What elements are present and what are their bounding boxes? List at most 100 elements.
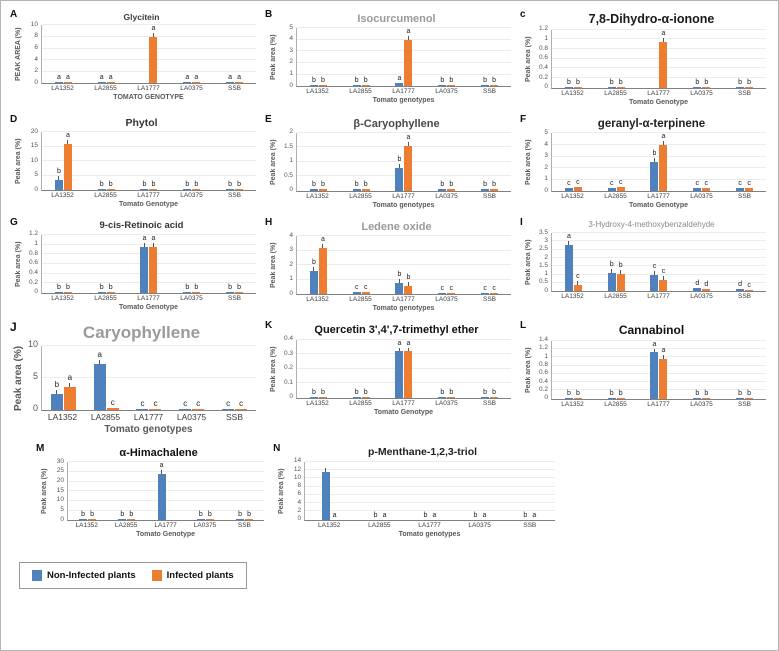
y-tick-label: 1 bbox=[34, 240, 38, 247]
significance-letter: b bbox=[65, 283, 70, 291]
bar-noninfected bbox=[352, 292, 361, 295]
y-tick-label: 3 bbox=[289, 46, 293, 54]
gridline bbox=[305, 469, 555, 471]
y-tick-label: 0 bbox=[32, 403, 38, 414]
y-tick-label: 0.8 bbox=[538, 361, 548, 369]
bar-infected bbox=[88, 519, 97, 521]
panel-letter: A bbox=[10, 9, 18, 20]
y-tick-label: 4 bbox=[297, 498, 302, 506]
bar-group: a bbox=[128, 25, 171, 84]
y-tick-label: 4 bbox=[544, 140, 548, 148]
y-tick-label: 2 bbox=[34, 67, 38, 75]
bar-noninfected bbox=[438, 396, 447, 398]
error-bar bbox=[325, 468, 327, 473]
gridline bbox=[297, 38, 511, 40]
bar-column: b bbox=[693, 30, 702, 88]
bar-column: b bbox=[318, 340, 327, 398]
bar-noninfected bbox=[607, 86, 616, 88]
gridline bbox=[552, 38, 766, 40]
y-tick-label: 10 bbox=[30, 20, 38, 28]
bar-noninfected bbox=[183, 189, 192, 191]
bar-noninfected bbox=[481, 85, 490, 87]
bar-infected bbox=[149, 37, 158, 84]
bar-column: b bbox=[650, 133, 659, 192]
y-tick-label: 5 bbox=[289, 23, 293, 31]
bar-column: b bbox=[564, 30, 573, 88]
significance-letter: b bbox=[237, 283, 242, 291]
x-category-label: LA2855 bbox=[349, 192, 372, 200]
bar-group: a bbox=[146, 462, 185, 521]
y-tick-label: 0.4 bbox=[538, 63, 548, 71]
error-bar bbox=[58, 176, 60, 181]
y-axis-title: Peak area (%) bbox=[270, 242, 277, 289]
significance-letter: b bbox=[440, 77, 445, 85]
x-category-label: LA2855 bbox=[604, 400, 627, 408]
significance-letter: a bbox=[228, 74, 233, 82]
y-tick-label: 0.8 bbox=[538, 44, 548, 52]
x-category-label: SSB bbox=[737, 193, 751, 201]
chart-body: Peak area (%) 0 2 4 6 8 10 12 14 a b a b a b a b a LA1352 L… bbox=[276, 458, 555, 538]
error-bar bbox=[67, 140, 69, 145]
legend-item-infected: Infected plants bbox=[151, 570, 234, 582]
bar-noninfected bbox=[650, 275, 659, 292]
bar-column: b bbox=[309, 236, 318, 295]
bar-column: b bbox=[106, 235, 115, 293]
bar-infected bbox=[192, 291, 201, 293]
x-category-row: LA1352 LA2855 LA1777 LA0375 SSB bbox=[551, 401, 766, 408]
chart-body: PEAK AREA (%) 0 2 4 6 8 10 a a a a a a a a a LA1352 LA285… bbox=[13, 20, 256, 101]
bar-column: b bbox=[236, 462, 245, 521]
gridline bbox=[297, 73, 511, 75]
significance-letter: b bbox=[483, 181, 488, 189]
y-axis-title: Peak area (%) bbox=[270, 139, 277, 185]
bar-column: c bbox=[693, 133, 702, 192]
x-category-row: LA1352 LA2855 LA1777 LA0375 SSB bbox=[551, 90, 766, 97]
y-axis: 0 5 10 bbox=[24, 340, 41, 414]
panel-letter: M bbox=[36, 443, 45, 455]
significance-letter: c bbox=[747, 281, 751, 289]
y-axis: 0 1 2 3 4 5 bbox=[279, 23, 296, 88]
bar-infected bbox=[235, 291, 244, 293]
gridline bbox=[42, 24, 256, 26]
x-category-label: LA1777 bbox=[392, 399, 415, 407]
significance-letter: a bbox=[159, 462, 164, 470]
gridline bbox=[552, 389, 766, 391]
x-axis-title: Tomato Genotype bbox=[119, 201, 178, 209]
bar-column: b bbox=[372, 462, 380, 520]
gridline bbox=[552, 372, 766, 374]
error-bar bbox=[407, 347, 409, 352]
bar-infected bbox=[192, 82, 201, 84]
significance-letter: b bbox=[320, 180, 325, 188]
bar-column: b bbox=[736, 30, 745, 88]
bar-infected bbox=[745, 397, 754, 399]
x-category-label: LA2855 bbox=[349, 296, 372, 304]
significance-letter: b bbox=[747, 78, 752, 86]
error-bar bbox=[143, 242, 145, 247]
error-bar bbox=[662, 355, 664, 360]
legend-label-infected: Infected plants bbox=[166, 570, 234, 582]
chart-main: b b b b a a b b b b LA1352 LA2855 LA1777 LA0375 SSB Tom… bbox=[296, 27, 511, 104]
significance-letter: b bbox=[142, 181, 147, 189]
x-category-label: LA0375 bbox=[435, 88, 458, 96]
significance-letter: b bbox=[609, 260, 614, 268]
bar-infected bbox=[573, 86, 582, 88]
significance-letter: b bbox=[449, 77, 454, 85]
bar-infected bbox=[192, 409, 205, 411]
bar-infected bbox=[361, 396, 370, 398]
x-category-row: LA1352 LA2855 LA1777 LA0375 SSB bbox=[41, 295, 256, 302]
bar-infected bbox=[616, 187, 625, 192]
gridline bbox=[42, 377, 256, 379]
x-category-label: LA0375 bbox=[435, 192, 458, 200]
x-category-row: LA1352 LA2855 LA1777 LA0375 SSB bbox=[41, 412, 256, 422]
significance-letter: b bbox=[747, 389, 752, 397]
significance-letter: a bbox=[482, 511, 487, 519]
significance-letter: a bbox=[99, 74, 104, 82]
significance-letter: a bbox=[406, 28, 411, 36]
bar-column: a bbox=[530, 462, 538, 520]
